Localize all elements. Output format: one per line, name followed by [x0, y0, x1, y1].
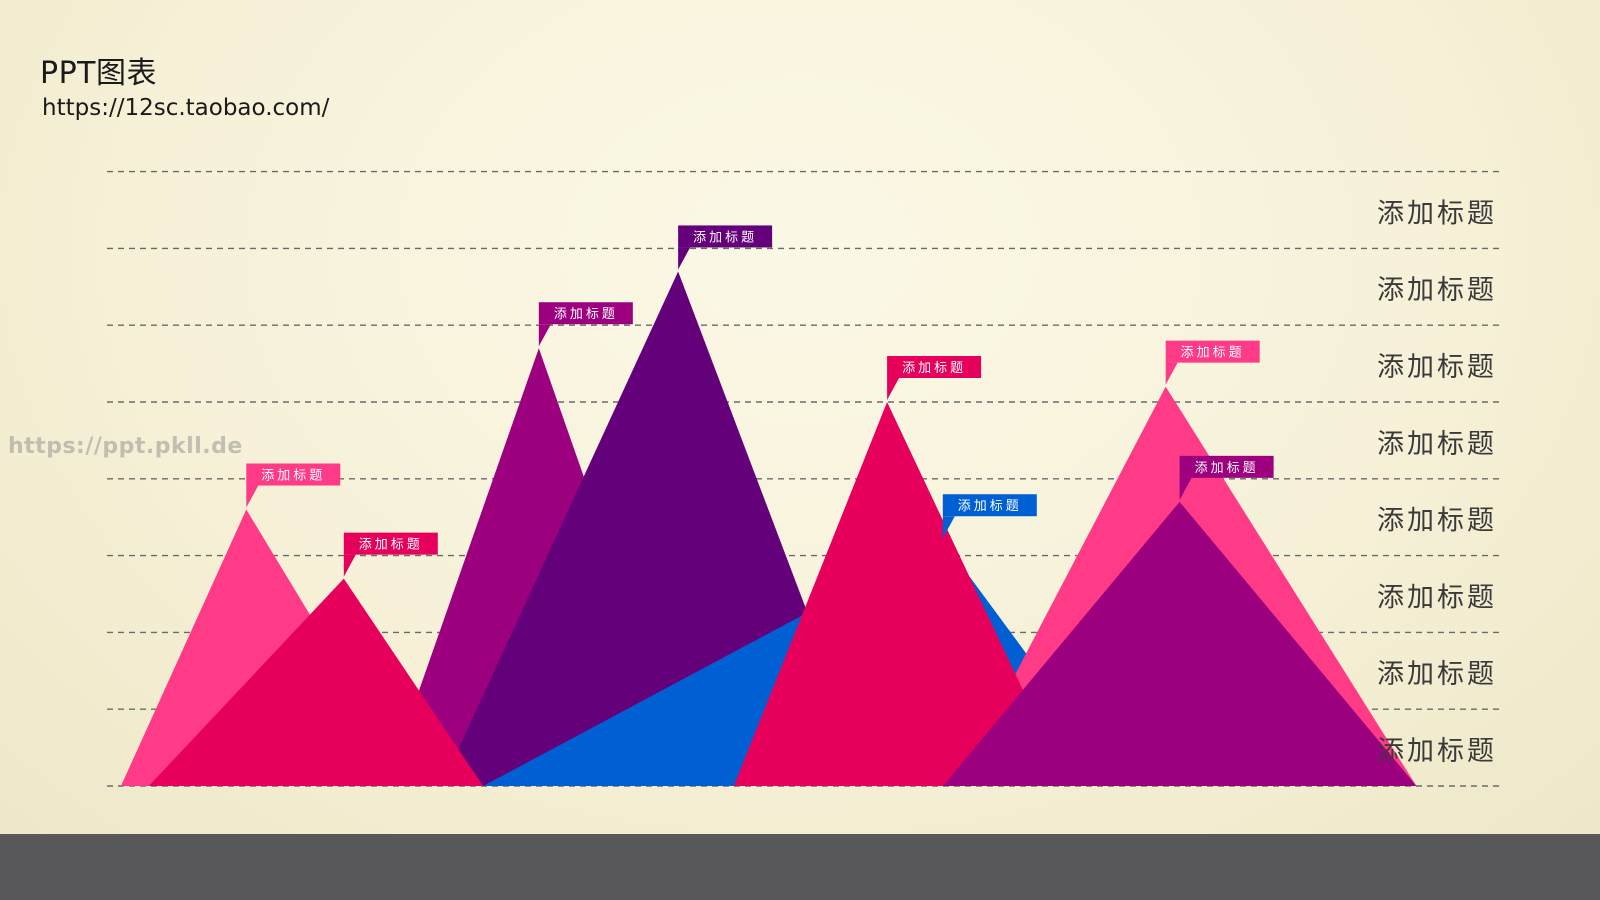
page-title: PPT图表 [40, 56, 158, 91]
peak-label-text: 添加标题 [902, 361, 966, 376]
level-label: 添加标题 [1377, 198, 1497, 229]
peak-label-text: 添加标题 [359, 538, 423, 553]
level-label: 添加标题 [1377, 659, 1497, 690]
peak-7 [733, 402, 1069, 786]
peak-label-3: 添加标题 [678, 225, 773, 270]
level-label: 添加标题 [1377, 429, 1497, 460]
level-label: 添加标题 [1377, 352, 1497, 383]
peak-label-8: 添加标题 [1179, 455, 1274, 500]
peak-label-text: 添加标题 [1181, 346, 1245, 361]
peak-label-text: 添加标题 [261, 469, 325, 484]
peaks [120, 271, 1417, 786]
level-label: 添加标题 [1377, 506, 1497, 537]
watermark-text: https://ppt.pkll.de [8, 434, 243, 459]
peak-label-text: 添加标题 [554, 307, 618, 322]
peak-4 [148, 578, 484, 786]
level-label: 添加标题 [1377, 582, 1497, 613]
peak-label-4: 添加标题 [343, 532, 438, 577]
peak-label-2: 添加标题 [538, 302, 633, 347]
peak-label-6: 添加标题 [1165, 340, 1260, 385]
peak-label-5: 添加标题 [942, 494, 1037, 539]
level-label: 添加标题 [1377, 736, 1497, 767]
page-subtitle: https://12sc.taobao.com/ [42, 95, 330, 121]
peak-label-1: 添加标题 [246, 463, 341, 508]
level-label: 添加标题 [1377, 275, 1497, 306]
peak-label-text: 添加标题 [958, 499, 1022, 514]
footer-bar [0, 834, 1600, 900]
peak-label-text: 添加标题 [693, 230, 757, 245]
peak-label-7: 添加标题 [887, 356, 982, 400]
peak-8 [942, 501, 1417, 786]
peak-label-text: 添加标题 [1195, 461, 1259, 476]
